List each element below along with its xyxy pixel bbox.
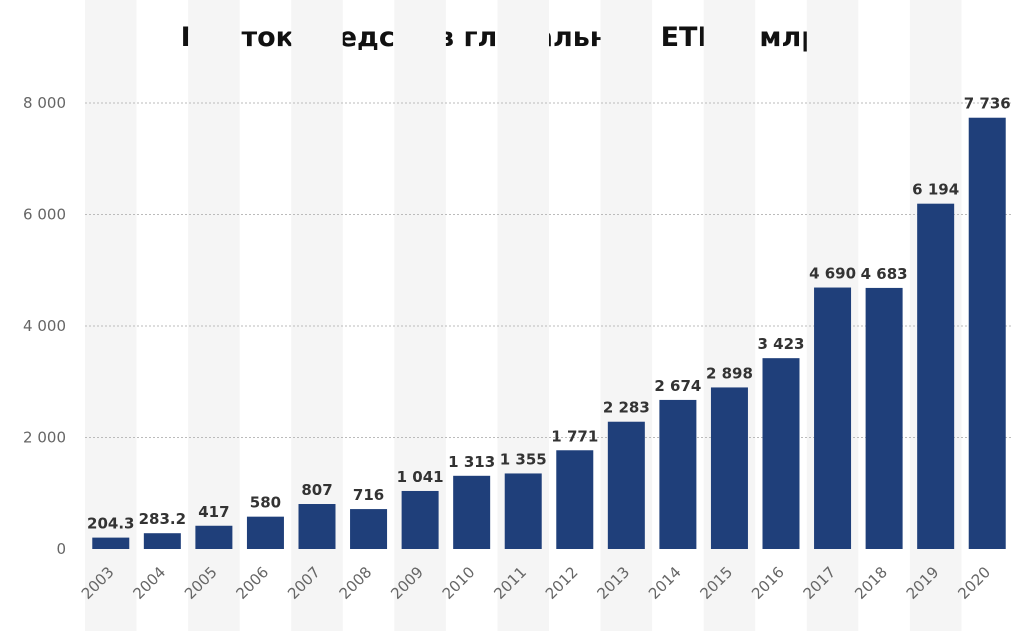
- y-tick-label: 2 000: [23, 429, 66, 447]
- data-label: 580: [250, 494, 281, 512]
- y-tick-label: 0: [56, 540, 66, 558]
- y-tick-label: 8 000: [23, 94, 66, 112]
- bar: [607, 421, 645, 549]
- data-label: 417: [198, 503, 229, 521]
- bars: [92, 117, 1006, 549]
- bar: [246, 516, 284, 549]
- bar: [710, 387, 748, 549]
- bar: [143, 533, 181, 549]
- bar: [350, 509, 388, 549]
- data-label: 1 041: [397, 468, 444, 486]
- data-label: 1 771: [551, 427, 598, 445]
- bar: [401, 490, 439, 549]
- y-tick-label: 4 000: [23, 317, 66, 335]
- bar: [504, 473, 542, 549]
- data-label: 2 898: [706, 364, 753, 382]
- background-band: [85, 0, 137, 631]
- bar: [195, 525, 233, 549]
- bar: [762, 358, 800, 549]
- data-label: 2 674: [654, 377, 701, 395]
- bar: [556, 450, 594, 549]
- data-label: 1 313: [448, 453, 495, 471]
- data-label: 283.2: [139, 510, 186, 528]
- data-label: 1 355: [500, 450, 547, 468]
- bar: [865, 287, 903, 549]
- data-label: 7 736: [964, 95, 1011, 113]
- grid-lines: [85, 102, 1013, 438]
- y-tick-label: 6 000: [23, 206, 66, 224]
- bar: [92, 537, 130, 549]
- data-label: 807: [301, 481, 332, 499]
- y-axis: 0 2 000 4 000 6 000 8 000: [23, 94, 66, 558]
- data-label: 6 194: [912, 181, 959, 199]
- bar: [917, 203, 955, 549]
- data-label: 716: [353, 486, 384, 504]
- data-label: 4 683: [861, 265, 908, 283]
- data-label: 3 423: [758, 335, 805, 353]
- bar: [453, 475, 491, 549]
- bar: [659, 399, 697, 549]
- bar: [968, 117, 1006, 549]
- data-label: 4 690: [809, 265, 856, 283]
- bar: [298, 504, 336, 549]
- data-label: 2 283: [603, 399, 650, 417]
- data-label: 204.3: [87, 515, 134, 533]
- bar: [814, 287, 852, 549]
